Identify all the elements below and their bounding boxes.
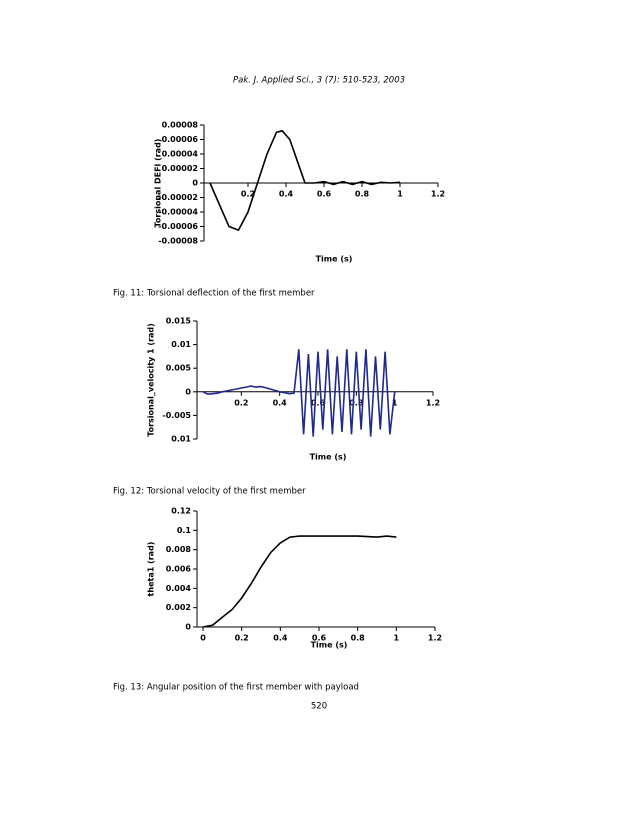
- y-tick-label: 0.00008: [162, 121, 199, 130]
- x-axis-label: Time (s): [311, 641, 348, 650]
- x-tick-label: 0.8: [355, 190, 370, 199]
- figure-caption: Fig. 11: Torsional deflection of the fir…: [113, 289, 315, 299]
- y-tick-label: -0.00002: [158, 193, 198, 202]
- x-tick-label: 0.4: [279, 190, 294, 199]
- x-tick-label: 0.8: [351, 634, 366, 643]
- y-tick-label: 0: [185, 623, 191, 632]
- data-line: [209, 129, 401, 232]
- x-tick-label: 0.2: [234, 398, 248, 407]
- y-axis-label: Torsional_velocity 1 (rad): [147, 323, 156, 437]
- data-line: [202, 535, 397, 628]
- y-tick-label: 0.004: [166, 584, 192, 593]
- x-tick-label: 1: [394, 634, 400, 643]
- figure-caption: Fig. 12: Torsional velocity of the first…: [113, 487, 306, 497]
- y-tick-label: 0.005: [166, 364, 192, 373]
- data-line: [202, 349, 396, 437]
- y-tick-label: -0.00004: [158, 208, 198, 217]
- y-axis-label: Torsional DEFl (rad): [154, 139, 163, 228]
- x-axis-label: Time (s): [316, 255, 353, 264]
- x-tick-label: 0.6: [312, 634, 327, 643]
- y-tick-label: 0.006: [166, 565, 192, 574]
- page-number: 520: [311, 702, 327, 712]
- x-tick-label: 1.2: [431, 190, 445, 199]
- x-tick-label: 1.2: [428, 634, 442, 643]
- y-tick-label: 0.01: [171, 435, 191, 444]
- y-tick-label: 0.00004: [162, 150, 199, 159]
- x-tick-label: 0.6: [317, 190, 332, 199]
- x-tick-label: 1.2: [426, 398, 440, 407]
- x-tick-label: 1: [397, 190, 403, 199]
- x-tick-label: 0.2: [235, 634, 249, 643]
- x-tick-label: 0.2: [241, 190, 255, 199]
- y-tick-label: -0.005: [162, 411, 191, 420]
- running-header: Pak. J. Applied Sci., 3 (7): 510-523, 20…: [233, 76, 405, 86]
- y-tick-label: 0: [192, 179, 198, 188]
- figure-caption: Fig. 13: Angular position of the first m…: [113, 683, 359, 693]
- x-tick-label: 0: [200, 634, 206, 643]
- y-tick-label: 0.1: [177, 526, 192, 535]
- y-axis-label: theta1 (rad): [147, 542, 156, 597]
- x-tick-label: 0.4: [273, 634, 288, 643]
- y-tick-label: 0.00006: [162, 135, 199, 144]
- y-tick-label: 0.01: [171, 340, 191, 349]
- y-tick-label: 0: [185, 387, 191, 396]
- y-tick-label: 0.015: [166, 317, 192, 326]
- y-tick-label: -0.00006: [158, 222, 198, 231]
- x-axis-label: Time (s): [310, 453, 347, 462]
- y-tick-label: 0.12: [171, 507, 191, 516]
- x-tick-label: 0.4: [273, 398, 288, 407]
- y-tick-label: 0.008: [166, 545, 192, 554]
- x-tick-label: 0.6: [311, 398, 326, 407]
- y-tick-label: -0.00008: [158, 237, 198, 246]
- x-tick-label: 1: [392, 398, 398, 407]
- y-tick-label: 0.002: [166, 603, 191, 612]
- x-tick-label: 0.8: [349, 398, 364, 407]
- y-tick-label: 0.00002: [162, 164, 198, 173]
